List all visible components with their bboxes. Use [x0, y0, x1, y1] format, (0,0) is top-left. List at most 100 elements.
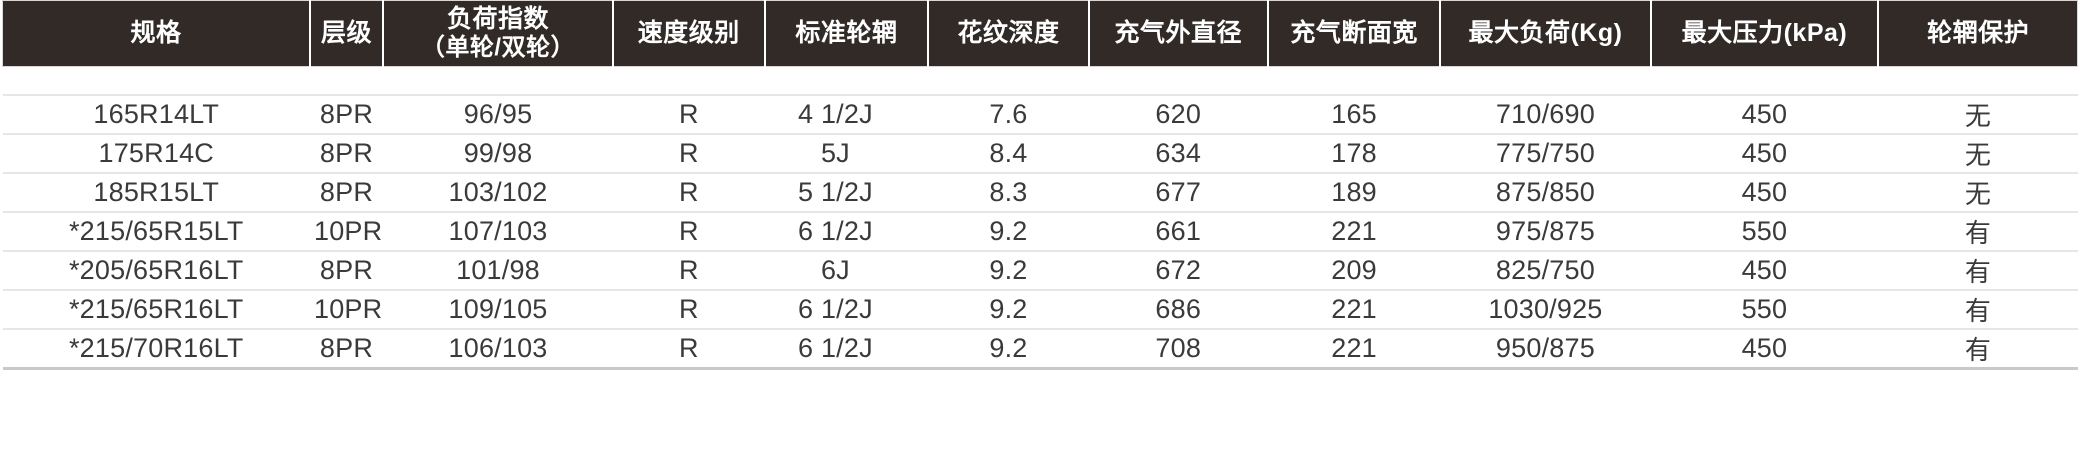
- cell-spec: *215/65R16LT: [2, 288, 310, 329]
- cell-tread-depth: 9.2: [928, 288, 1089, 329]
- cell-speed-rating: R: [613, 210, 765, 251]
- cell-max-pressure: 550: [1650, 288, 1879, 329]
- cell-ply: 10PR: [309, 210, 383, 251]
- cell-max-pressure: 450: [1650, 171, 1879, 212]
- cell-section-width: 221: [1267, 288, 1441, 329]
- cell-max-load: 825/750: [1440, 249, 1651, 290]
- table-row: *205/65R16LT 8PR 101/98 R 6J 9.2 672 209…: [2, 249, 2078, 290]
- column-header-tread-depth: 花纹深度: [927, 0, 1089, 67]
- table-row: *215/70R16LT 8PR 106/103 R 6 1/2J 9.2 70…: [2, 327, 2078, 370]
- cell-ply: 8PR: [309, 171, 383, 212]
- cell-spec: 165R14LT: [2, 93, 310, 134]
- cell-speed-rating: R: [613, 171, 765, 212]
- cell-max-pressure: 550: [1650, 210, 1879, 251]
- column-header-standard-rim: 标准轮辋: [763, 0, 929, 67]
- cell-tread-depth: 8.4: [928, 132, 1089, 173]
- cell-load-index: 96/95: [382, 93, 614, 134]
- cell-overall-diameter: 634: [1088, 132, 1268, 173]
- column-header-section-width: 充气断面宽: [1266, 0, 1441, 67]
- cell-ply: 8PR: [309, 327, 383, 370]
- column-header-max-pressure-label: 最大压力(kPa): [1681, 18, 1848, 47]
- cell-section-width: 165: [1267, 93, 1441, 134]
- cell-section-width: 178: [1267, 132, 1441, 173]
- table-header-row: 规格 层级 负荷指数 （单轮/双轮） 速度级别 标准轮辋 花纹深度: [1, 0, 2079, 67]
- cell-max-load: 1030/925: [1440, 288, 1651, 329]
- header-body-gap: [2, 66, 2078, 95]
- column-header-standard-rim-label: 标准轮辋: [795, 18, 898, 47]
- cell-overall-diameter: 620: [1088, 93, 1268, 134]
- table-row: *215/65R15LT 10PR 107/103 R 6 1/2J 9.2 6…: [2, 210, 2078, 251]
- cell-rim-protection: 有: [1878, 327, 2078, 370]
- cell-load-index: 107/103: [382, 210, 614, 251]
- column-header-tread-depth-label: 花纹深度: [957, 18, 1060, 47]
- cell-speed-rating: R: [613, 93, 765, 134]
- cell-tread-depth: 9.2: [928, 327, 1089, 370]
- table-row: 175R14C 8PR 99/98 R 5J 8.4 634 178 775/7…: [2, 132, 2078, 173]
- cell-overall-diameter: 677: [1088, 171, 1268, 212]
- cell-ply: 8PR: [309, 93, 383, 134]
- cell-overall-diameter: 708: [1088, 327, 1268, 370]
- column-header-max-pressure: 最大压力(kPa): [1649, 0, 1879, 67]
- cell-spec: 185R15LT: [2, 171, 310, 212]
- table-body: 165R14LT 8PR 96/95 R 4 1/2J 7.6 620 165 …: [2, 66, 2078, 370]
- cell-spec: *215/70R16LT: [2, 327, 310, 370]
- column-header-overall-diameter: 充气外直径: [1087, 0, 1268, 67]
- header-body-gap-cell: [2, 66, 2078, 95]
- cell-spec: *205/65R16LT: [2, 249, 310, 290]
- cell-rim-protection: 无: [1878, 132, 2078, 173]
- cell-standard-rim: 6J: [764, 249, 929, 290]
- cell-max-load: 710/690: [1440, 93, 1651, 134]
- column-header-spec: 规格: [1, 0, 310, 67]
- cell-speed-rating: R: [613, 249, 765, 290]
- column-header-max-load-label: 最大负荷(Kg): [1468, 18, 1623, 47]
- cell-ply: 8PR: [309, 132, 383, 173]
- table-row: 165R14LT 8PR 96/95 R 4 1/2J 7.6 620 165 …: [2, 93, 2078, 134]
- column-header-rim-protection-label: 轮辋保护: [1927, 18, 2030, 47]
- cell-max-load: 775/750: [1440, 132, 1651, 173]
- cell-section-width: 221: [1267, 210, 1441, 251]
- table-row: 185R15LT 8PR 103/102 R 5 1/2J 8.3 677 18…: [2, 171, 2078, 212]
- cell-tread-depth: 8.3: [928, 171, 1089, 212]
- cell-load-index: 103/102: [382, 171, 614, 212]
- column-header-load-index-sublabel: （单轮/双轮）: [420, 34, 576, 62]
- cell-max-pressure: 450: [1650, 327, 1879, 370]
- cell-max-load: 975/875: [1440, 210, 1651, 251]
- column-header-max-load: 最大负荷(Kg): [1439, 0, 1651, 67]
- cell-load-index: 109/105: [382, 288, 614, 329]
- cell-rim-protection: 有: [1878, 210, 2078, 251]
- column-header-ply-label: 层级: [320, 18, 372, 47]
- column-header-speed-rating: 速度级别: [612, 0, 765, 67]
- cell-max-pressure: 450: [1650, 249, 1879, 290]
- table-row: *215/65R16LT 10PR 109/105 R 6 1/2J 9.2 6…: [2, 288, 2078, 329]
- column-header-ply: 层级: [308, 0, 383, 67]
- tire-specification-table: 规格 层级 负荷指数 （单轮/双轮） 速度级别 标准轮辋 花纹深度: [1, 0, 2079, 370]
- cell-section-width: 189: [1267, 171, 1441, 212]
- cell-overall-diameter: 672: [1088, 249, 1268, 290]
- cell-standard-rim: 5J: [764, 132, 929, 173]
- cell-rim-protection: 有: [1878, 249, 2078, 290]
- cell-overall-diameter: 686: [1088, 288, 1268, 329]
- cell-spec: 175R14C: [2, 132, 310, 173]
- cell-rim-protection: 无: [1878, 93, 2078, 134]
- cell-max-pressure: 450: [1650, 93, 1879, 134]
- cell-max-load: 950/875: [1440, 327, 1651, 370]
- cell-standard-rim: 6 1/2J: [764, 210, 929, 251]
- cell-standard-rim: 4 1/2J: [764, 93, 929, 134]
- cell-tread-depth: 9.2: [928, 210, 1089, 251]
- cell-rim-protection: 有: [1878, 288, 2078, 329]
- table-header: 规格 层级 负荷指数 （单轮/双轮） 速度级别 标准轮辋 花纹深度: [1, 0, 2079, 67]
- cell-speed-rating: R: [613, 132, 765, 173]
- cell-load-index: 101/98: [382, 249, 614, 290]
- column-header-spec-label: 规格: [130, 18, 182, 47]
- cell-overall-diameter: 661: [1088, 210, 1268, 251]
- column-header-overall-diameter-label: 充气外直径: [1114, 18, 1242, 47]
- cell-standard-rim: 6 1/2J: [764, 288, 929, 329]
- column-header-load-index: 负荷指数 （单轮/双轮）: [381, 0, 614, 67]
- cell-rim-protection: 无: [1878, 171, 2078, 212]
- cell-speed-rating: R: [613, 327, 765, 370]
- column-header-section-width-label: 充气断面宽: [1290, 18, 1418, 47]
- column-header-speed-rating-label: 速度级别: [637, 18, 740, 47]
- cell-tread-depth: 9.2: [928, 249, 1089, 290]
- column-header-load-index-label: 负荷指数: [447, 4, 550, 33]
- cell-ply: 8PR: [309, 249, 383, 290]
